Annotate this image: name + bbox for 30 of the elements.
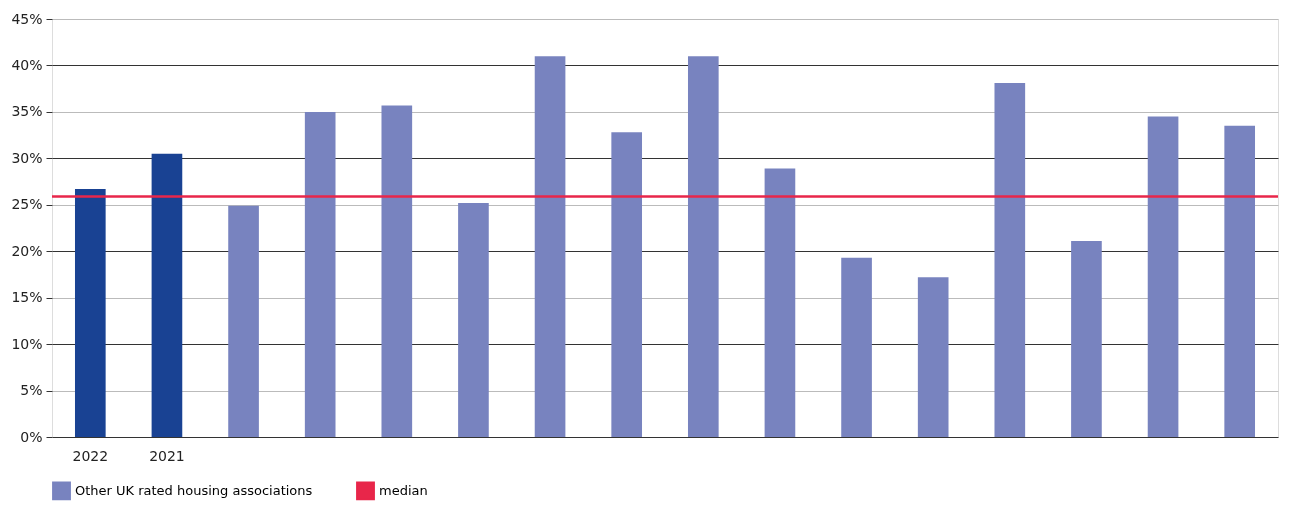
y-tick-label: 35%	[11, 103, 43, 120]
legend-label: median	[379, 482, 428, 498]
bar	[534, 56, 566, 437]
bar	[687, 56, 719, 437]
bar	[1147, 116, 1179, 437]
y-tick-label: 5%	[20, 382, 43, 399]
bar	[1071, 241, 1102, 437]
bar	[151, 153, 183, 437]
y-tick-label: 15%	[11, 289, 43, 306]
x-tick-label: 2022	[72, 447, 109, 464]
bar	[611, 132, 643, 437]
y-tick-label: 45%	[11, 10, 43, 27]
y-tick-label: 25%	[11, 196, 43, 213]
bar	[228, 205, 259, 437]
bar	[764, 168, 796, 437]
bar	[304, 111, 336, 437]
bar	[381, 105, 413, 437]
legend-label: Other UK rated housing associations	[75, 482, 313, 498]
bar	[841, 257, 872, 437]
y-tick-label: 20%	[11, 242, 43, 259]
y-tick-label: 40%	[11, 56, 43, 73]
bar	[994, 83, 1026, 437]
y-tick-label: 0%	[20, 428, 43, 445]
bar	[74, 188, 106, 437]
bar	[1224, 125, 1256, 437]
bar	[917, 277, 949, 437]
y-tick-label: 10%	[11, 335, 43, 352]
bar	[458, 202, 489, 437]
y-tick-label: 30%	[11, 149, 43, 166]
x-tick-label: 2021	[149, 447, 185, 464]
